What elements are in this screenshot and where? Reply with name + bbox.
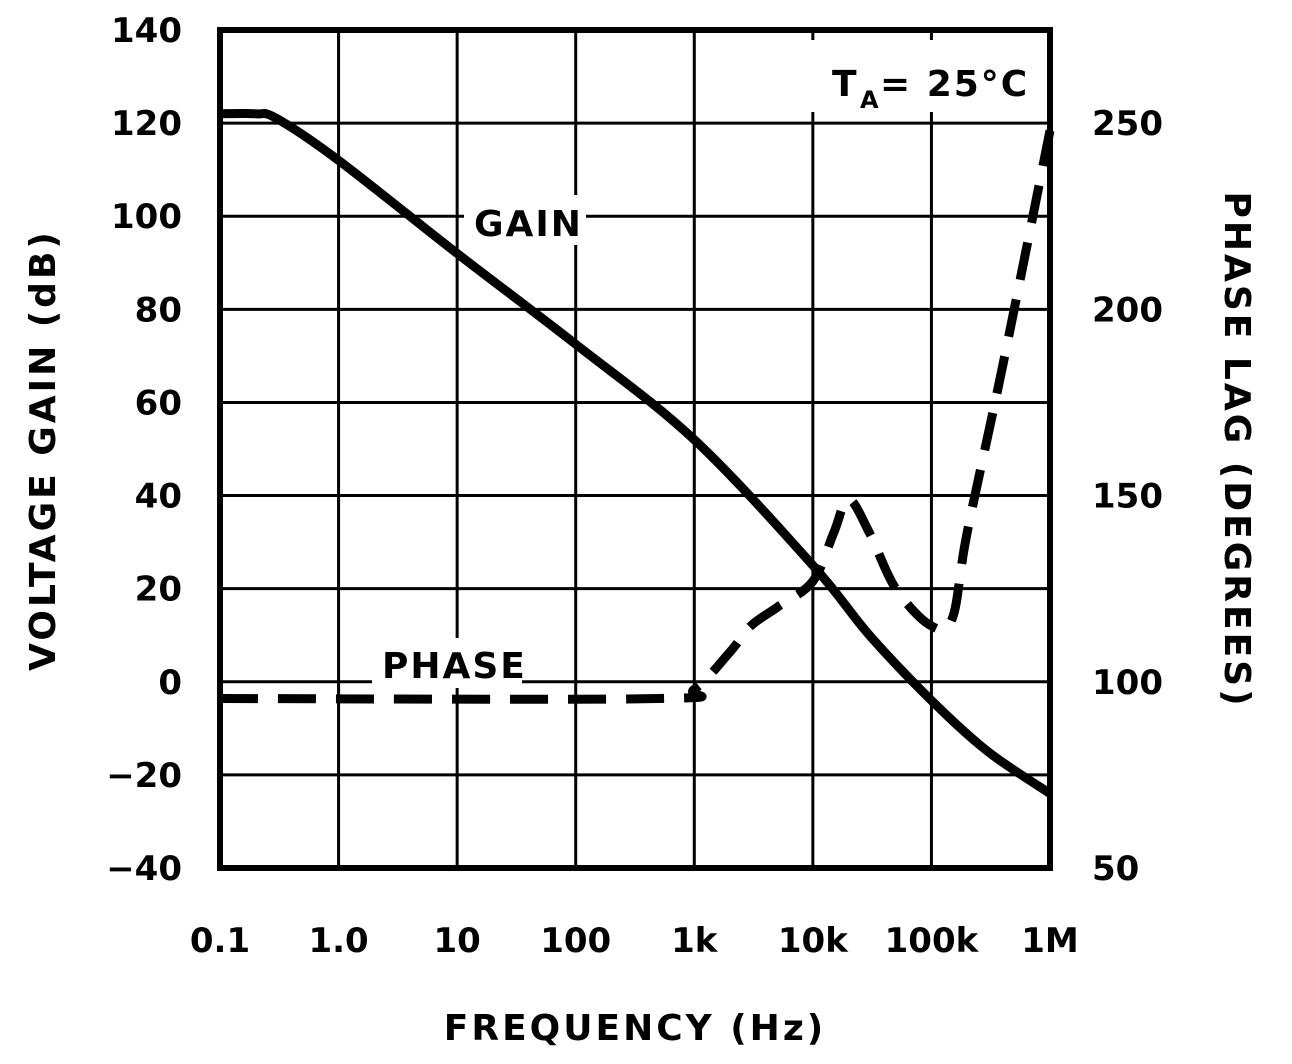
x-tick-label: 10k	[778, 921, 849, 961]
y-tick-label: −40	[106, 849, 182, 889]
y-tick-label: 120	[111, 104, 182, 144]
y2-tick-label: 250	[1092, 104, 1163, 144]
ta-annotation: T A = 25°C	[810, 40, 1040, 114]
y2-tick-label: 200	[1092, 290, 1163, 330]
y-tick-label: 0	[158, 663, 182, 703]
x-tick-label: 10	[433, 921, 480, 961]
ta-subscript: A	[860, 86, 881, 114]
ta-label: T	[832, 64, 859, 105]
x-tick-label: 1k	[671, 921, 719, 961]
ta-value: = 25°C	[880, 64, 1029, 105]
y-tick-label: 40	[135, 477, 182, 517]
y-tick-label: 60	[135, 383, 182, 423]
x-tick-label: 0.1	[190, 921, 250, 961]
y2-tick-label: 100	[1092, 663, 1163, 703]
x-axis-label: FREQUENCY (Hz)	[444, 1008, 826, 1049]
y-axis-label: VOLTAGE GAIN (dB)	[23, 229, 64, 671]
tick-labels: 0.1 1.0 10 100 1k 10k 100k 1M −40 −20 0 20 40 60 80 100…	[106, 11, 1163, 961]
y2-tick-label: 50	[1092, 849, 1139, 889]
phase-label-group: PHASE	[372, 638, 527, 688]
x-tick-label: 1.0	[308, 921, 368, 961]
gain-curve	[219, 108, 1053, 798]
y2-axis-label: PHASE LAG (DEGREES)	[1216, 191, 1257, 708]
x-tick-label: 100	[540, 921, 611, 961]
y-tick-label: 20	[135, 570, 182, 610]
x-tick-label: 100k	[885, 921, 980, 961]
y-tick-label: −20	[106, 756, 182, 796]
y-tick-label: 140	[111, 11, 182, 51]
grid	[218, 28, 1052, 870]
x-tick-label: 1M	[1021, 921, 1079, 961]
curves	[219, 108, 1055, 798]
gain-series-label: GAIN	[474, 204, 583, 245]
phase-curve	[219, 129, 1055, 704]
plot-frame	[217, 27, 1053, 871]
y-tick-label: 80	[135, 290, 182, 330]
phase-series-label: PHASE	[382, 646, 527, 687]
y-tick-label: 100	[111, 197, 182, 237]
y2-tick-label: 150	[1092, 477, 1163, 517]
gain-label-group: GAIN	[464, 195, 586, 245]
